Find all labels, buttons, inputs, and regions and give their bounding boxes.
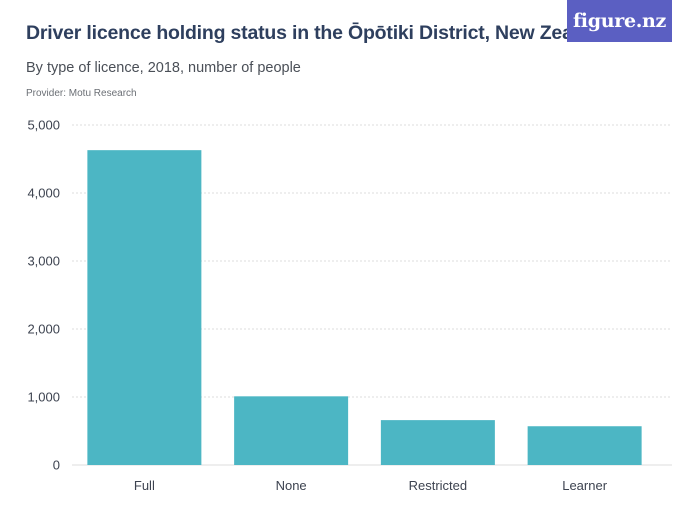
y-tick-label: 1,000 xyxy=(27,390,60,405)
y-tick-label: 2,000 xyxy=(27,322,60,337)
y-tick-label: 0 xyxy=(53,458,60,473)
figure-nz-logo[interactable]: figure.nz xyxy=(567,0,672,42)
x-tick-label: None xyxy=(276,478,307,493)
data-provider: Provider: Motu Research xyxy=(26,88,137,99)
x-tick-label: Learner xyxy=(562,478,607,493)
bar-learner xyxy=(527,426,642,465)
x-tick-label: Full xyxy=(134,478,155,493)
bar-full xyxy=(87,150,202,465)
bar-none xyxy=(234,396,349,465)
y-tick-label: 3,000 xyxy=(27,254,60,269)
bar-restricted xyxy=(380,420,495,465)
chart-subtitle: By type of licence, 2018, number of peop… xyxy=(26,60,301,76)
x-tick-label: Restricted xyxy=(409,478,468,493)
y-tick-label: 5,000 xyxy=(27,118,60,133)
y-tick-label: 4,000 xyxy=(27,186,60,201)
chart-title: Driver licence holding status in the Ōpō… xyxy=(26,22,613,44)
